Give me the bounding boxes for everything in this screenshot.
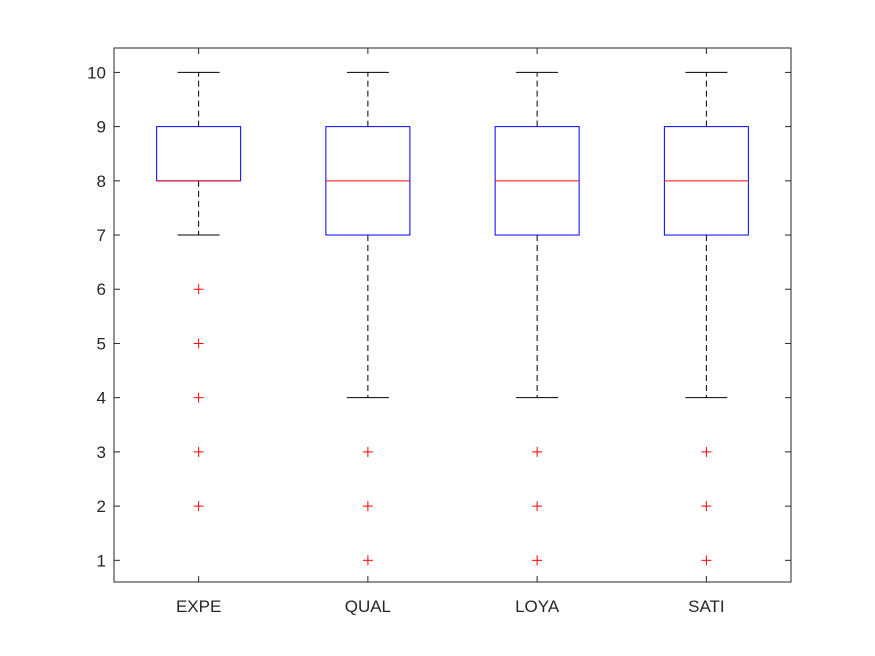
x-tick-label: QUAL <box>345 597 391 616</box>
x-tick-label: SATI <box>688 597 725 616</box>
outlier-marker <box>193 501 204 512</box>
outlier-marker <box>362 446 373 457</box>
y-axis: 1 2 3 4 5 6 7 8 9 10 <box>87 63 791 570</box>
boxes <box>156 71 749 566</box>
y-tick-label: 7 <box>97 226 106 245</box>
box-group-qual <box>325 71 411 566</box>
outlier-marker <box>362 555 373 566</box>
outlier-marker <box>532 555 543 566</box>
outlier-marker <box>362 501 373 512</box>
box-group-loya <box>494 71 580 566</box>
outlier-marker <box>193 284 204 295</box>
box-group-expe <box>156 71 242 512</box>
box-group-sati <box>663 71 749 566</box>
x-axis: EXPE QUAL LOYA SATI <box>176 48 725 616</box>
y-tick-label: 9 <box>97 118 106 137</box>
outlier-marker <box>193 338 204 349</box>
outlier-marker <box>193 392 204 403</box>
y-tick-label: 5 <box>97 334 106 353</box>
outlier-marker <box>193 446 204 457</box>
y-tick-label: 1 <box>97 551 106 570</box>
outlier-marker <box>532 446 543 457</box>
y-tick-label: 10 <box>87 63 106 82</box>
y-tick-label: 8 <box>97 172 106 191</box>
outlier-marker <box>701 555 712 566</box>
outlier-marker <box>701 446 712 457</box>
outlier-marker <box>701 501 712 512</box>
outlier-marker <box>532 501 543 512</box>
y-tick-label: 2 <box>97 497 106 516</box>
x-tick-label: EXPE <box>176 597 221 616</box>
y-tick-label: 3 <box>97 443 106 462</box>
plot-area-frame <box>113 47 792 583</box>
y-tick-label: 6 <box>97 280 106 299</box>
y-tick-label: 4 <box>97 389 106 408</box>
x-tick-label: LOYA <box>515 597 560 616</box>
